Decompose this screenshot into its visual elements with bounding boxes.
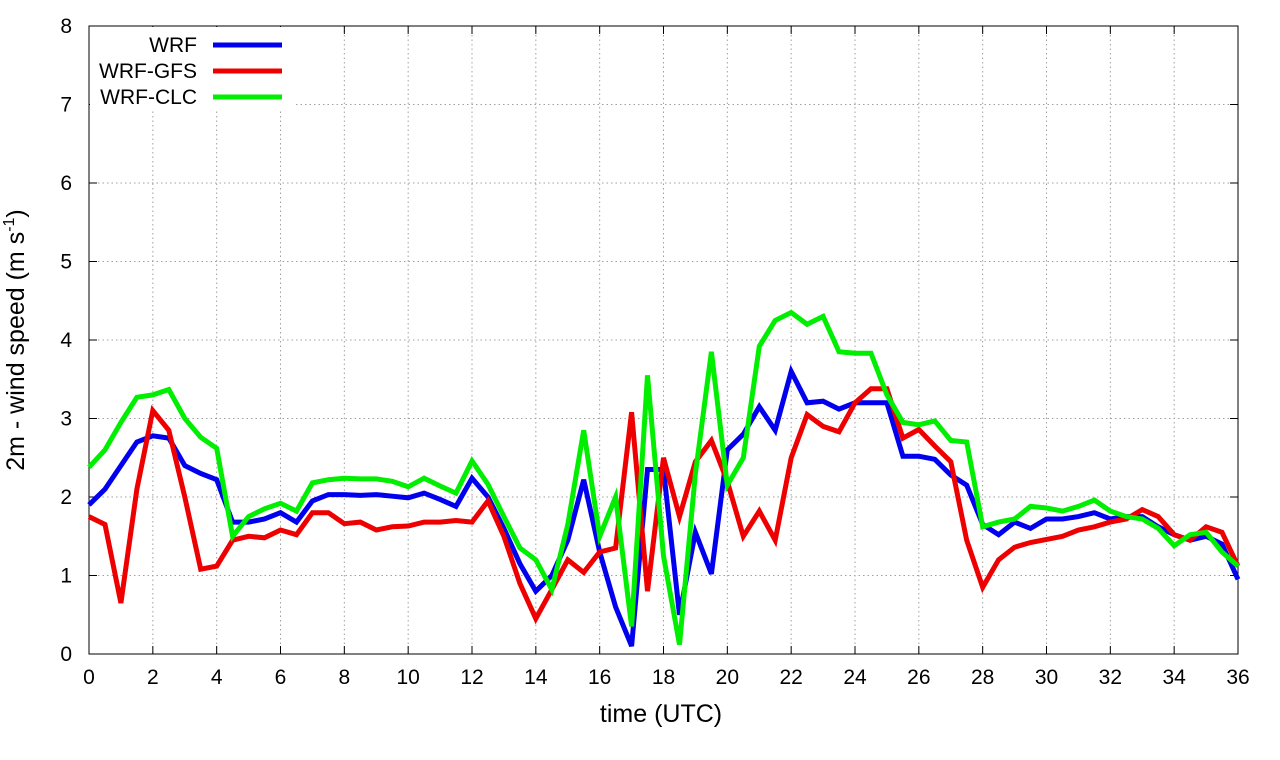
- x-tick-label: 18: [652, 666, 675, 689]
- x-tick-label: 36: [1226, 666, 1249, 689]
- x-tick-label: 30: [1035, 666, 1058, 689]
- y-axis-title-sup: -1: [1, 217, 18, 231]
- legend-entry: WRF: [149, 34, 282, 57]
- x-tick-label: 6: [275, 666, 287, 689]
- x-axis: 0 2 4 6 8 10 12 14 16 18 20 22 24 26 28 30 32 34 36: [83, 26, 1250, 689]
- x-tick-label: 12: [460, 666, 483, 689]
- y-axis-title-end: ): [2, 209, 30, 217]
- legend-entry: WRF-CLC: [100, 86, 282, 109]
- y-axis-title: 2m - wind speed (m s-1): [1, 209, 30, 471]
- x-tick-label: 22: [779, 666, 802, 689]
- x-tick-label: 32: [1099, 666, 1122, 689]
- y-tick-label: 3: [60, 408, 72, 431]
- series-lines: [87, 309, 1241, 648]
- x-tick-label: 16: [588, 666, 611, 689]
- y-tick-label: 5: [60, 251, 72, 274]
- x-tick-label: 8: [338, 666, 350, 689]
- series-line-wrf-clc: [87, 309, 1240, 646]
- legend-label: WRF-CLC: [100, 86, 197, 109]
- x-tick-label: 20: [716, 666, 739, 689]
- x-tick-label: 14: [524, 666, 548, 689]
- y-tick-label: 4: [60, 329, 72, 352]
- y-axis: 0 1 2 3 4 5 6 7 8: [60, 15, 1238, 666]
- y-tick-label: 7: [60, 94, 72, 117]
- y-tick-label: 0: [60, 643, 72, 666]
- x-tick-label: 24: [843, 666, 867, 689]
- x-tick-label: 0: [83, 666, 95, 689]
- legend-entry: WRF-GFS: [99, 60, 282, 83]
- x-tick-label: 2: [147, 666, 159, 689]
- x-axis-title: time (UTC): [600, 700, 722, 728]
- legend-label: WRF-GFS: [99, 60, 197, 83]
- x-tick-label: 34: [1162, 666, 1186, 689]
- y-tick-label: 8: [60, 15, 72, 38]
- y-tick-label: 1: [60, 565, 72, 588]
- y-tick-label: 6: [60, 172, 72, 195]
- legend-label: WRF: [149, 34, 197, 57]
- y-axis-title-main: 2m - wind speed (m s: [2, 232, 30, 471]
- y-tick-label: 2: [60, 486, 72, 509]
- x-tick-label: 26: [907, 666, 930, 689]
- x-tick-label: 4: [211, 666, 223, 689]
- x-tick-label: 10: [396, 666, 419, 689]
- legend: WRF WRF-GFS WRF-CLC: [90, 27, 295, 109]
- x-tick-label: 28: [971, 666, 994, 689]
- series-line-wrf-gfs: [87, 386, 1241, 625]
